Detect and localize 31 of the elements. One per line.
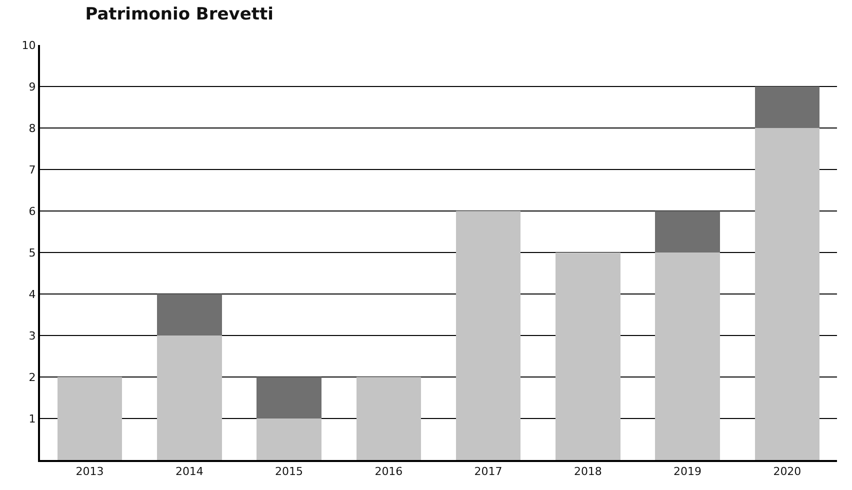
bar: [256, 418, 322, 460]
bar: [157, 294, 222, 336]
x-tick-label: 2017: [474, 465, 502, 478]
x-tick-label: 2020: [773, 465, 802, 478]
y-tick-label: 10: [22, 38, 36, 52]
bar: [556, 252, 620, 460]
bar: [655, 211, 720, 252]
y-tick-label: 3: [28, 329, 36, 342]
x-tick-label: 2018: [574, 465, 602, 478]
y-tick-label: 7: [28, 163, 36, 176]
x-tick-label: 2013: [76, 465, 104, 478]
bar: [256, 377, 322, 418]
bar: [356, 377, 422, 460]
y-tick-label: 9: [28, 80, 36, 94]
y-tick-label: 2: [28, 370, 36, 384]
y-tick-label: 1: [28, 412, 36, 426]
x-tick-label: 2015: [275, 465, 304, 478]
bar: [754, 86, 820, 128]
bar: [57, 377, 122, 460]
y-tick-label: 8: [28, 122, 36, 135]
y-tick-label: 5: [28, 246, 36, 260]
bar: [157, 336, 222, 460]
x-tick-label: 2019: [674, 465, 702, 478]
bar: [456, 211, 521, 460]
x-tick-label: 2016: [374, 465, 403, 478]
y-tick-label: 4: [28, 288, 36, 301]
chart-title: Patrimonio Brevetti: [85, 4, 274, 24]
x-tick-label: 2014: [175, 465, 204, 478]
bar: [655, 252, 720, 460]
y-tick-label: 6: [28, 204, 36, 218]
bar: [754, 128, 820, 460]
